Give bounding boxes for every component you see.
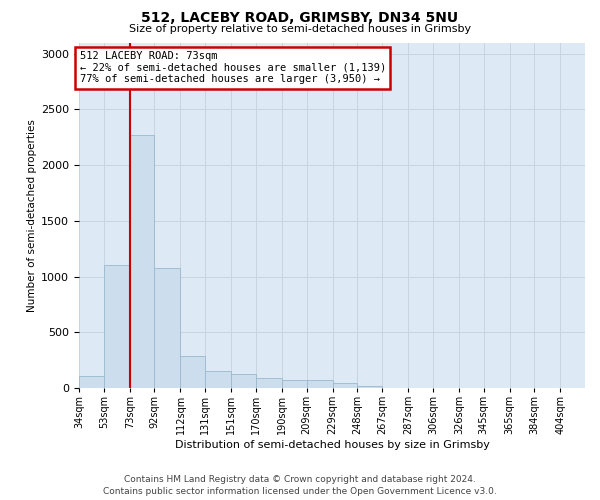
Text: Contains HM Land Registry data © Crown copyright and database right 2024.
Contai: Contains HM Land Registry data © Crown c… — [103, 474, 497, 496]
Bar — [231, 374, 256, 388]
Bar — [104, 266, 130, 388]
Bar — [282, 380, 307, 388]
Bar — [154, 268, 181, 388]
X-axis label: Distribution of semi-detached houses by size in Grimsby: Distribution of semi-detached houses by … — [175, 440, 490, 450]
Y-axis label: Number of semi-detached properties: Number of semi-detached properties — [27, 119, 37, 312]
Bar — [79, 376, 104, 388]
Bar — [332, 382, 358, 388]
Text: Size of property relative to semi-detached houses in Grimsby: Size of property relative to semi-detach… — [129, 24, 471, 34]
Text: 512, LACEBY ROAD, GRIMSBY, DN34 5NU: 512, LACEBY ROAD, GRIMSBY, DN34 5NU — [142, 11, 458, 25]
Bar — [307, 380, 332, 388]
Bar — [181, 356, 205, 388]
Bar — [130, 135, 154, 388]
Bar — [256, 378, 282, 388]
Bar — [205, 371, 231, 388]
Text: 512 LACEBY ROAD: 73sqm
← 22% of semi-detached houses are smaller (1,139)
77% of : 512 LACEBY ROAD: 73sqm ← 22% of semi-det… — [80, 51, 386, 84]
Bar — [358, 386, 382, 388]
